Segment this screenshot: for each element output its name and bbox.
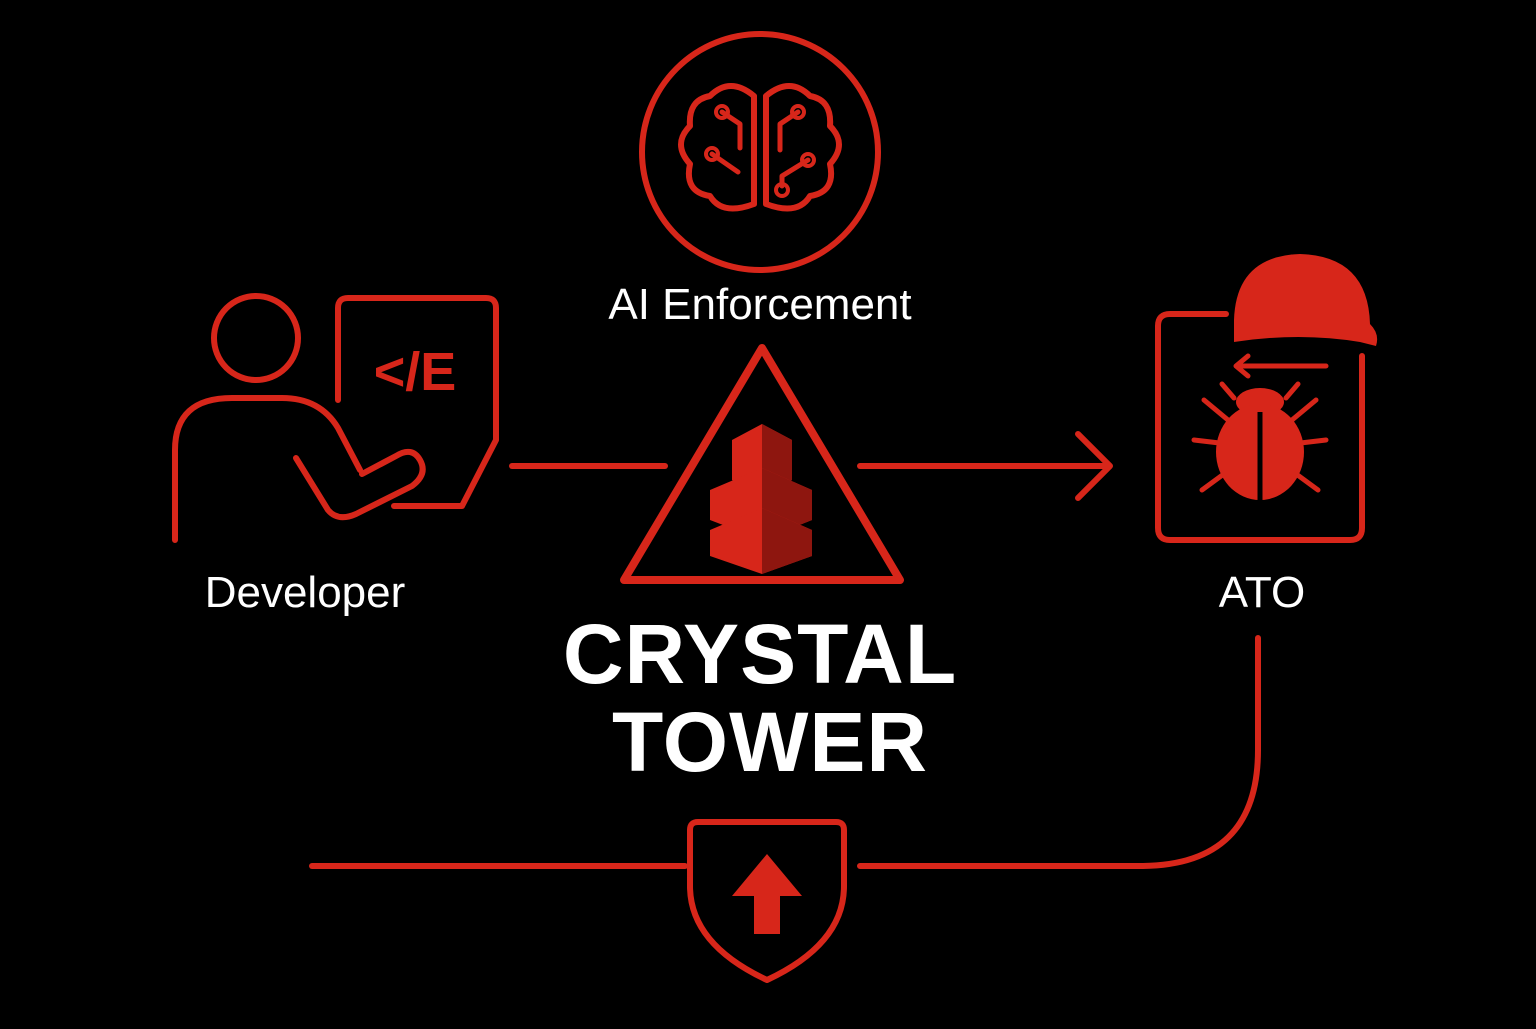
ai-enforcement-label: AI Enforcement [608, 280, 912, 329]
tower-blocks-icon [710, 424, 812, 574]
developer-label: Developer [204, 568, 406, 617]
ato-label: ATO [1218, 568, 1306, 617]
brain-right-icon [763, 83, 842, 212]
arrow-left-icon [1233, 353, 1329, 379]
bug-legs-icon [1191, 381, 1329, 493]
brain-left-icon [678, 83, 757, 212]
helmet-icon [1234, 254, 1378, 346]
up-arrow-icon [732, 854, 802, 934]
brand-title-line-1: CRYSTAL [562, 607, 958, 701]
flow-connectors [309, 431, 1261, 869]
bug-icon [1216, 388, 1304, 500]
arrowhead-to-ato-icon [1075, 431, 1113, 501]
brand-title-line-2: TOWER [611, 695, 929, 789]
shield-arrow-icon [687, 819, 847, 983]
tower-triangle-icon [620, 344, 904, 584]
warning-triangle-icon [620, 344, 904, 584]
connector-ato-to-shield [857, 635, 1261, 869]
person-body-icon [172, 395, 363, 543]
person-head-icon [211, 293, 301, 383]
bug-document-icon [1155, 311, 1365, 543]
brain-ring-icon [639, 31, 881, 273]
document-frame-icon [1155, 311, 1365, 543]
person-arm-icon [293, 448, 426, 521]
brain-circuit-icon [639, 31, 881, 273]
code-glyph: </E [374, 342, 457, 402]
shield-outline-icon [687, 819, 847, 983]
circuit-traces-icon [709, 109, 811, 189]
laptop-icon [335, 295, 499, 509]
developer-laptop-icon [172, 293, 499, 543]
